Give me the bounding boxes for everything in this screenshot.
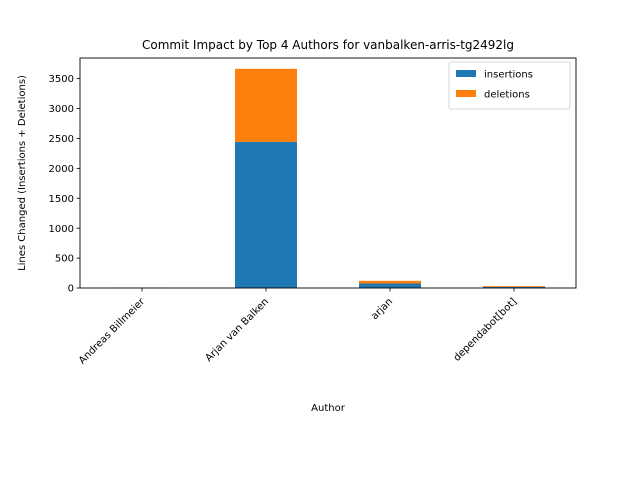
y-tick-label-6: 3000 [49,104,74,115]
legend-label-insertions: insertions [484,70,533,81]
x-axis: Andreas Billmeier Arjan van Balken arjan de… [77,288,519,367]
y-axis: 0 500 1000 1500 2000 2500 3000 3500 [49,74,80,295]
bar-deletions-3 [483,286,545,287]
x-tick-label-0: Andreas Billmeier [77,296,148,367]
y-tick-label-7: 3500 [49,74,74,85]
y-tick-label-4: 2000 [49,164,74,175]
x-tick-label-1: Arjan van Balken [203,296,271,364]
y-axis-label: Lines Changed (Insertions + Deletions) [17,75,28,271]
legend-swatch-insertions [456,70,476,77]
bar-deletions-2 [359,280,421,284]
y-tick-label-0: 0 [68,284,74,295]
y-tick-label-5: 2500 [49,134,74,145]
bar-deletions-1 [235,68,297,142]
y-tick-label-2: 1000 [49,224,74,235]
bar-insertions-3 [483,286,545,288]
x-axis-label: Author [311,403,346,414]
x-tick-label-2: arjan [369,296,395,322]
bar-insertions-1 [235,141,297,288]
legend-box [448,61,571,110]
x-tick-label-3: dependabot[bot] [452,296,520,364]
legend-label-deletions: deletions [484,90,530,101]
plot-frame [79,57,577,289]
chart-title: Commit Impact by Top 4 Authors for vanba… [142,38,514,52]
legend-swatch-deletions [456,90,476,97]
bar-insertions-2 [359,283,421,288]
bars-layer [111,68,545,288]
y-tick-label-1: 500 [55,254,74,265]
legend: insertions deletions [448,61,571,110]
y-tick-label-3: 1500 [49,194,74,205]
